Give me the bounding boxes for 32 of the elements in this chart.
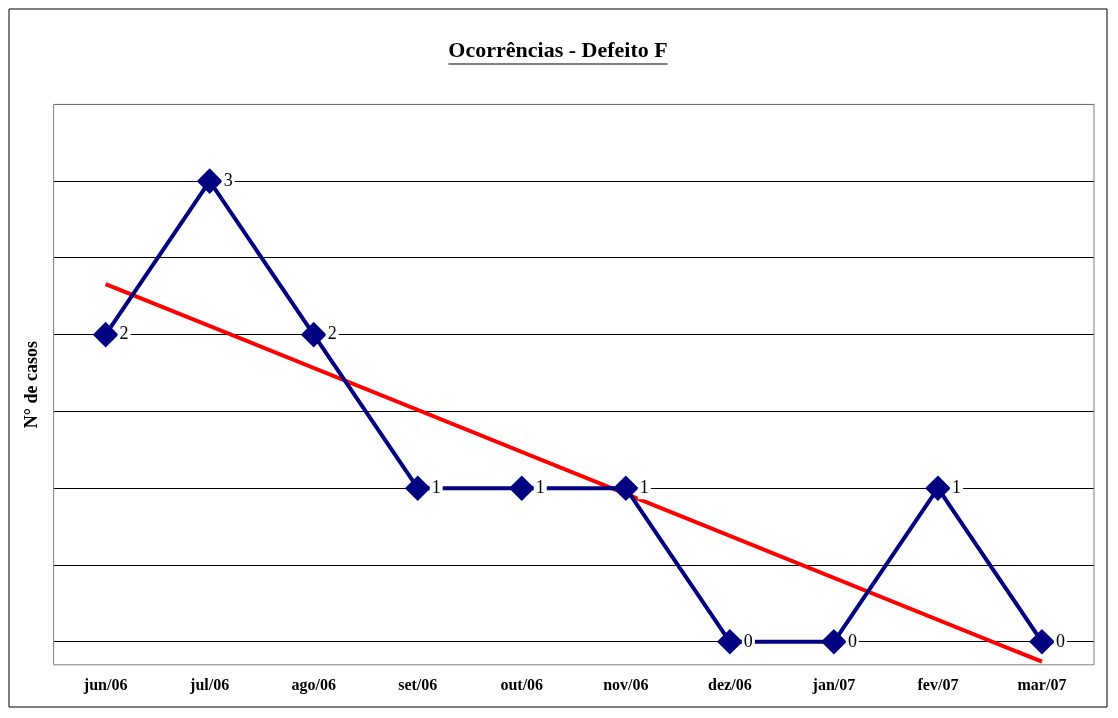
x-tick-label: jan/07 — [811, 675, 856, 694]
x-tick-label: jun/06 — [82, 675, 128, 694]
y-axis-title: N° de casos — [21, 341, 42, 429]
x-tick-label: out/06 — [500, 675, 544, 693]
chart-title: Ocorrências - Defeito F — [448, 36, 668, 62]
data-label: 1 — [639, 476, 649, 497]
point — [509, 476, 534, 501]
point — [197, 169, 222, 194]
x-tick-label: fev/07 — [917, 675, 959, 693]
point — [925, 476, 950, 501]
data-label: 3 — [223, 169, 233, 190]
data-label: 1 — [535, 476, 545, 497]
data-label: 1 — [431, 476, 441, 497]
data-label: 1 — [951, 476, 961, 497]
data-label: 0 — [847, 630, 857, 651]
x-tick-label: nov/06 — [603, 675, 649, 693]
data-label: 2 — [119, 323, 129, 344]
x-tick-label: mar/07 — [1017, 675, 1067, 693]
x-tick-label: jul/06 — [189, 675, 230, 694]
point — [821, 629, 846, 654]
data-label: 0 — [1055, 630, 1065, 651]
x-tick-label: ago/06 — [291, 675, 336, 694]
x-tick-label: set/06 — [398, 675, 438, 693]
data-label: 0 — [743, 630, 753, 651]
data-label: 2 — [327, 323, 337, 344]
point — [613, 476, 638, 501]
x-tick-label: dez/06 — [708, 675, 752, 693]
point — [1029, 629, 1054, 654]
point — [93, 322, 118, 347]
point — [405, 476, 430, 501]
point — [301, 322, 326, 347]
point — [717, 629, 742, 654]
